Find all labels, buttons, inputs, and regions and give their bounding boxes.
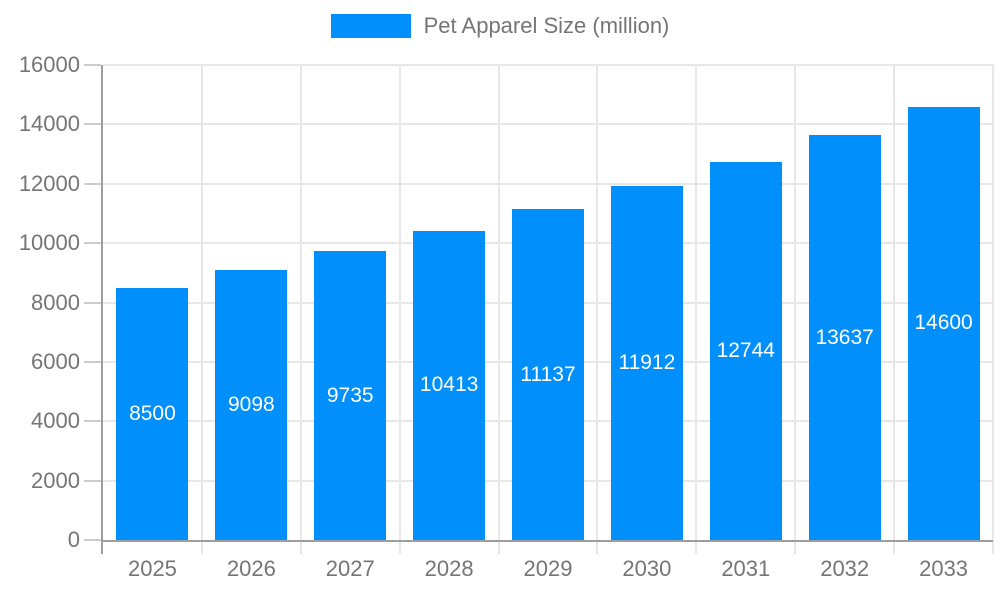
v-gridline bbox=[398, 65, 401, 554]
bar-value-label: 9735 bbox=[326, 383, 374, 407]
bar-value-label: 9098 bbox=[227, 392, 275, 416]
v-gridline bbox=[497, 65, 500, 554]
legend-label: Pet Apparel Size (million) bbox=[423, 13, 670, 38]
bar-value-label: 10413 bbox=[419, 373, 479, 397]
h-gridline bbox=[103, 182, 993, 185]
h-gridline bbox=[103, 123, 993, 126]
bar-value-label: 13637 bbox=[815, 325, 874, 349]
v-gridline bbox=[200, 65, 203, 554]
y-axis-tick bbox=[84, 479, 101, 482]
x-axis-labels: 2025 2026 2027 2028 2029 2030 2031 2032 2033 bbox=[103, 553, 993, 585]
x-axis-tick-label: 2027 bbox=[325, 556, 375, 581]
y-axis-tick bbox=[84, 64, 101, 66]
y-axis-tick bbox=[84, 182, 101, 185]
x-axis-tick-label: 2031 bbox=[721, 556, 771, 581]
x-axis-tick-label: 2033 bbox=[919, 556, 969, 581]
bar-2029[interactable]: 11137 bbox=[512, 209, 584, 540]
y-axis-tick-label: 12000 bbox=[18, 170, 80, 196]
bar-2026[interactable]: 9098 bbox=[215, 269, 288, 540]
y-axis-tick-label: 14000 bbox=[18, 111, 80, 137]
v-gridline bbox=[893, 65, 896, 554]
x-axis-tick-label: 2028 bbox=[424, 556, 474, 581]
v-gridline bbox=[299, 65, 302, 554]
x-axis-tick-label: 2030 bbox=[622, 556, 672, 581]
y-axis-tick bbox=[84, 301, 101, 304]
v-gridline bbox=[596, 65, 599, 554]
bar-2033[interactable]: 14600 bbox=[907, 106, 980, 540]
y-axis-tick bbox=[84, 539, 101, 541]
y-axis-tick bbox=[84, 242, 101, 245]
legend-swatch-icon bbox=[330, 14, 411, 38]
bar-2028[interactable]: 10413 bbox=[413, 230, 486, 540]
y-axis-tick-label: 4000 bbox=[31, 408, 80, 434]
y-axis-tick-label: 6000 bbox=[31, 348, 80, 374]
bar-2030[interactable]: 11912 bbox=[610, 186, 683, 540]
x-axis-tick-label: 2025 bbox=[127, 556, 177, 581]
x-axis-line bbox=[101, 540, 993, 542]
bar-2031[interactable]: 12744 bbox=[709, 161, 782, 540]
bar-value-label: 11912 bbox=[618, 351, 676, 375]
x-axis-tick-label: 2029 bbox=[523, 556, 573, 581]
y-axis-line bbox=[101, 65, 103, 554]
y-axis-labels: 0 2000 4000 6000 8000 10000 12000 14000 16000 bbox=[0, 52, 80, 552]
bar-value-label: 11137 bbox=[520, 362, 576, 386]
bar-value-label: 14600 bbox=[914, 311, 973, 335]
bar-value-label: 8500 bbox=[129, 401, 176, 425]
bar-2025[interactable]: 8500 bbox=[116, 287, 189, 540]
bar-value-label: 12744 bbox=[716, 338, 775, 362]
bar-2032[interactable]: 13637 bbox=[808, 135, 881, 540]
y-axis-tick bbox=[84, 360, 101, 363]
x-axis-tick-label: 2032 bbox=[820, 556, 870, 581]
y-axis-tick bbox=[84, 420, 101, 423]
chart-legend[interactable]: Pet Apparel Size (million) bbox=[0, 13, 1000, 39]
y-axis-tick-label: 10000 bbox=[18, 230, 80, 256]
y-axis-tick-label: 16000 bbox=[18, 52, 80, 77]
y-axis-tick bbox=[84, 123, 101, 126]
v-gridline bbox=[695, 65, 698, 554]
y-axis-tick-label: 2000 bbox=[31, 467, 80, 493]
v-gridline bbox=[992, 65, 994, 554]
v-gridline bbox=[794, 65, 797, 554]
plot-area: 8500 9098 9735 10413 11137 11912 12744 13637 146… bbox=[84, 64, 994, 554]
bar-2027[interactable]: 9735 bbox=[314, 251, 387, 540]
y-axis-tick-label: 8000 bbox=[31, 289, 80, 315]
h-gridline bbox=[103, 64, 993, 66]
y-axis-tick-label: 0 bbox=[67, 527, 80, 552]
x-axis-tick-label: 2026 bbox=[226, 556, 276, 581]
